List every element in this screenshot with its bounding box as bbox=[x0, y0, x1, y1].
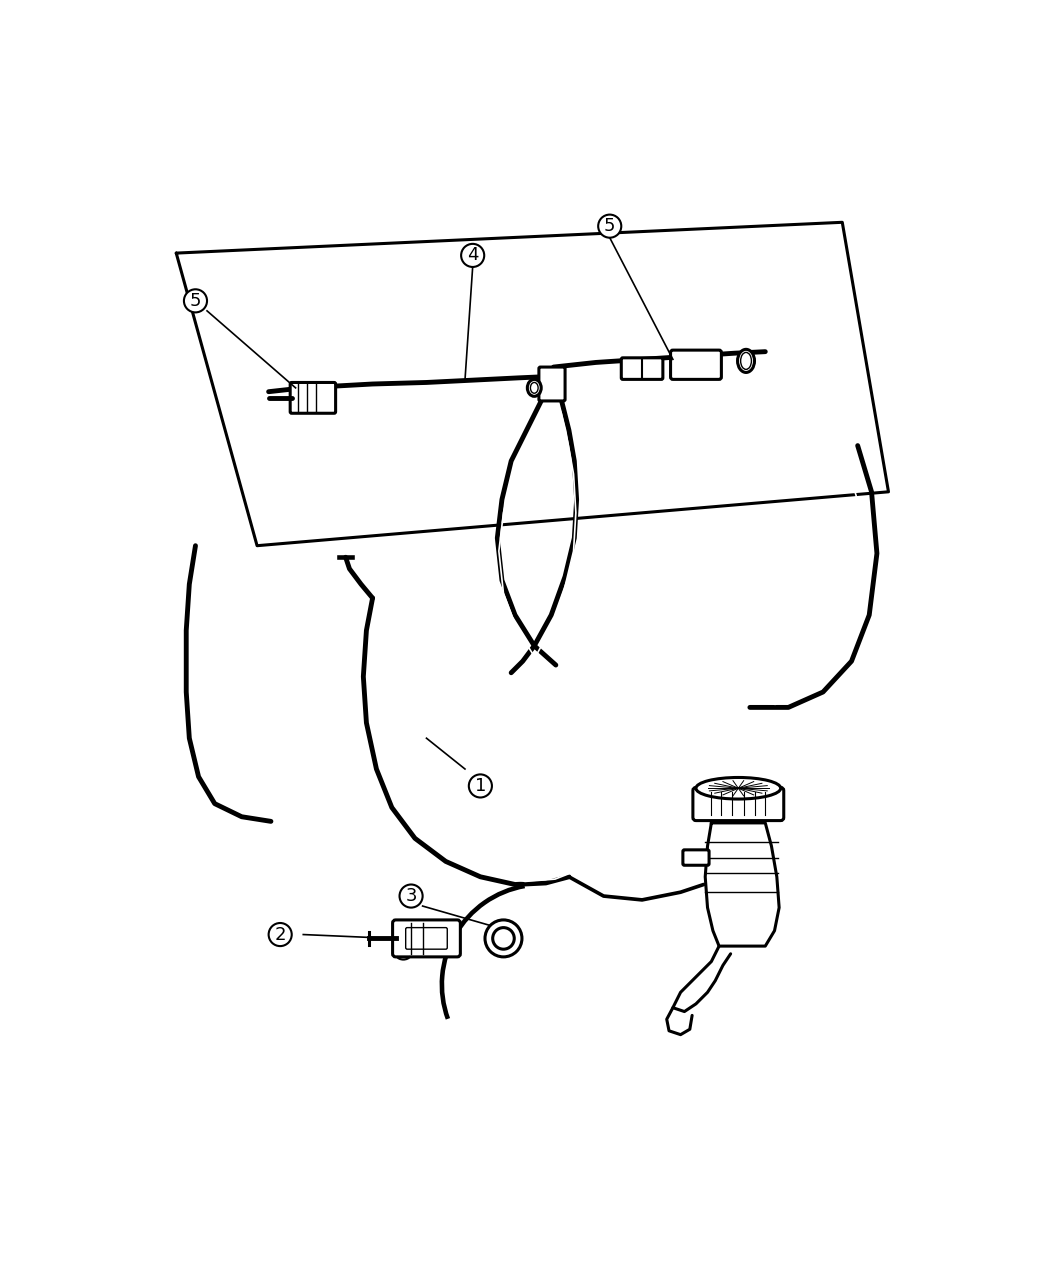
Circle shape bbox=[598, 214, 622, 237]
Circle shape bbox=[461, 244, 484, 266]
FancyBboxPatch shape bbox=[290, 382, 336, 413]
Text: 5: 5 bbox=[190, 292, 202, 310]
Text: 4: 4 bbox=[467, 246, 479, 264]
Ellipse shape bbox=[492, 928, 514, 949]
FancyBboxPatch shape bbox=[622, 358, 663, 380]
Polygon shape bbox=[706, 822, 779, 946]
Text: 1: 1 bbox=[475, 776, 486, 794]
Text: 3: 3 bbox=[405, 887, 417, 905]
Circle shape bbox=[184, 289, 207, 312]
Ellipse shape bbox=[740, 352, 752, 370]
FancyBboxPatch shape bbox=[693, 788, 783, 821]
Ellipse shape bbox=[485, 921, 522, 956]
FancyBboxPatch shape bbox=[682, 850, 709, 866]
FancyBboxPatch shape bbox=[671, 351, 721, 380]
Ellipse shape bbox=[737, 349, 755, 372]
FancyBboxPatch shape bbox=[393, 921, 460, 956]
Circle shape bbox=[468, 774, 491, 797]
FancyBboxPatch shape bbox=[405, 928, 447, 949]
Text: 5: 5 bbox=[604, 217, 615, 235]
Ellipse shape bbox=[696, 778, 781, 799]
Circle shape bbox=[399, 885, 422, 908]
Circle shape bbox=[269, 923, 292, 946]
Ellipse shape bbox=[530, 382, 539, 393]
Ellipse shape bbox=[527, 380, 541, 397]
Text: 2: 2 bbox=[274, 926, 286, 944]
FancyBboxPatch shape bbox=[539, 367, 565, 400]
